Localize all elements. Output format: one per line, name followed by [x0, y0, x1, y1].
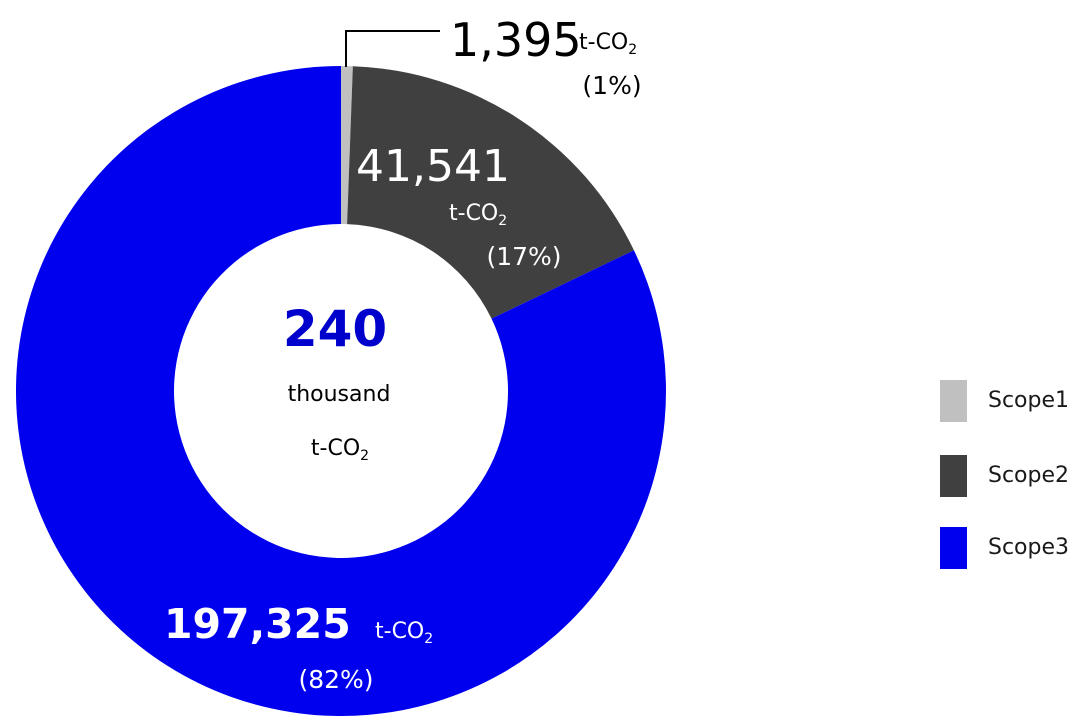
donut-slice-scope2 [347, 66, 634, 319]
scope3-unit-label: t-CO2 [375, 619, 433, 647]
scope1-value-label: 1,395 [450, 13, 582, 67]
legend-label-scope3: Scope3 [988, 535, 1070, 560]
legend-swatch-scope2 [940, 455, 967, 497]
center-total-value: 240 [283, 300, 387, 358]
legend-item-scope1: Scope1 [940, 378, 1091, 422]
scope1-leader-line [345, 30, 440, 67]
legend-item-scope3: Scope3 [940, 525, 1091, 569]
donut-slice-scope3 [16, 66, 667, 716]
donut-slice-scope1 [341, 66, 353, 225]
scope2-unit-label: t-CO2 [449, 201, 507, 229]
legend-label-scope2: Scope2 [988, 463, 1070, 488]
scope3-value-label: 197,325 [164, 600, 351, 648]
center-unit-label: t-CO2 [311, 436, 369, 464]
legend-swatch-scope3 [940, 527, 967, 569]
legend-item-scope2: Scope2 [940, 453, 1091, 497]
scope2-value-label: 41,541 [356, 141, 510, 192]
scope2-percent-label: (17%) [486, 242, 561, 271]
legend-label-scope1: Scope1 [988, 388, 1070, 413]
scope1-percent-label: (1%) [582, 71, 641, 100]
scope3-percent-label: (82%) [298, 665, 373, 694]
legend-swatch-scope1 [940, 380, 967, 422]
center-thousand-label: thousand [288, 382, 391, 407]
scope1-unit-label: t-CO2 [579, 30, 637, 58]
donut-slices [16, 66, 667, 716]
